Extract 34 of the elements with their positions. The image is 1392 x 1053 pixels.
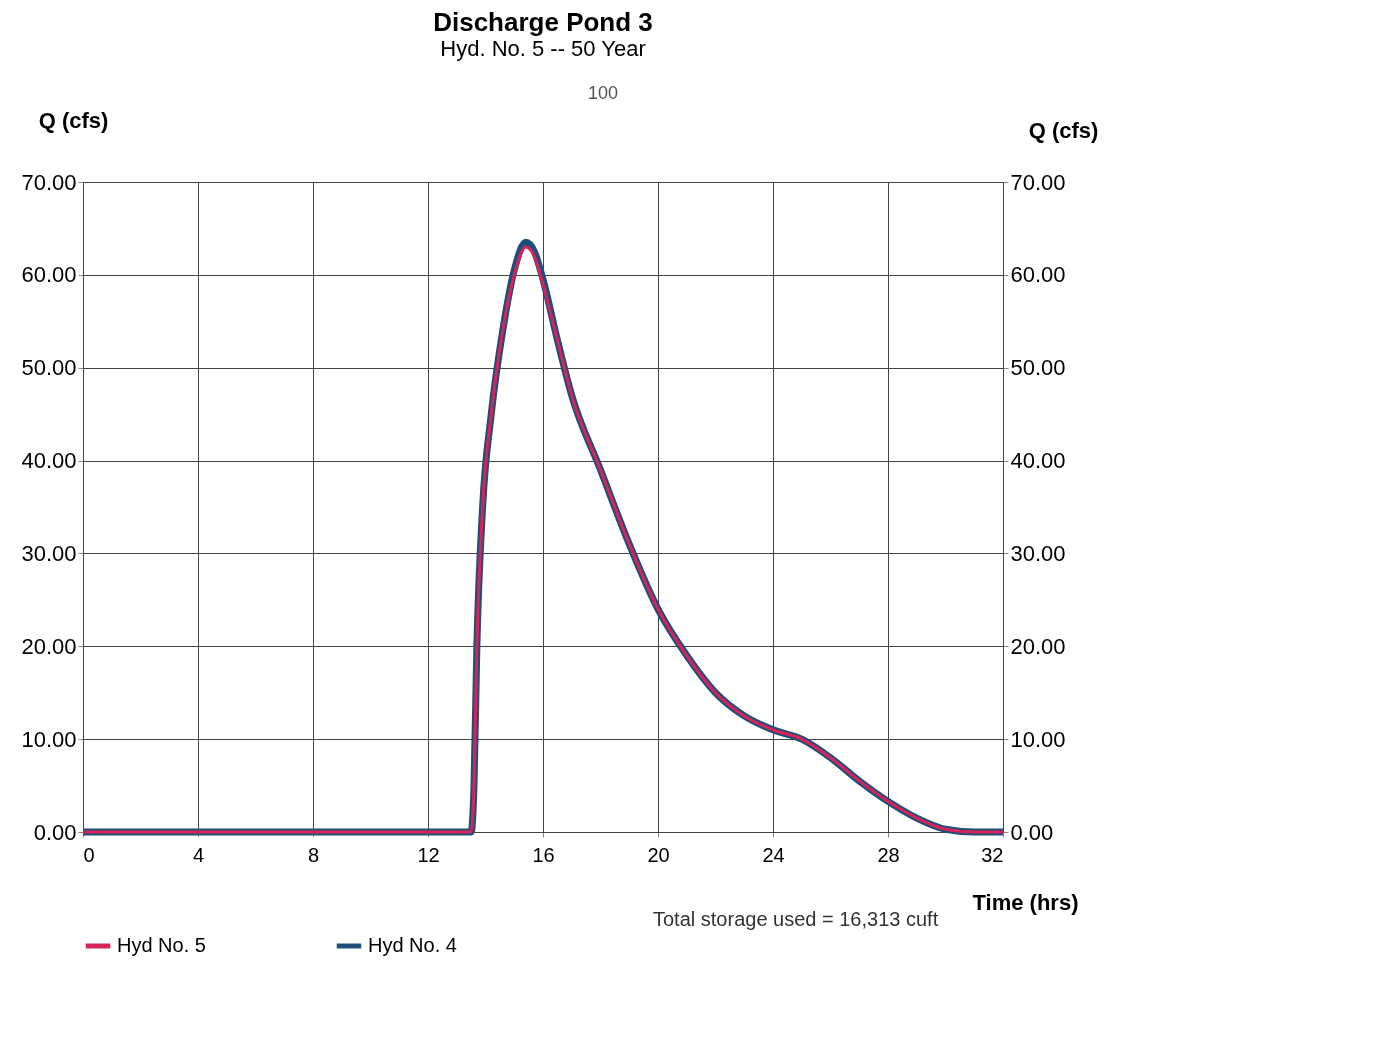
x-axis-title: Time (hrs) [972,889,1079,915]
x-tick-label: 12 [417,843,440,866]
y-tick-label: 50.00 [21,355,77,381]
x-tick-label: 8 [307,843,320,866]
x-tick-label: 0 [83,843,95,866]
y-axis-title: Q (cfs) [38,107,109,133]
y2-tick-label: 50.00 [1010,355,1066,381]
y2-tick-label: 60.00 [1010,262,1066,288]
y2-tick-label: 30.00 [1010,540,1066,566]
x-tick-label: 20 [647,843,670,866]
chart-subtitle: Hyd. No. 5 -- 50 Year [440,36,646,61]
text: 100 [588,83,619,103]
y-tick-label: 60.00 [21,262,77,288]
text: Total storage used = 16,313 cuft [653,908,939,930]
y-tick-label: 20.00 [21,633,77,659]
y2-axis-title: Q (cfs) [1028,117,1099,143]
x-tick-label: 16 [532,843,555,866]
legend-label: Hyd No. 5 [117,934,206,956]
legend-label: Hyd No. 4 [368,934,457,956]
y-tick-label: 30.00 [21,540,77,566]
chart-title: Discharge Pond 3 [433,7,653,37]
y-tick-label: 70.00 [21,169,77,195]
y-tick-label: 40.00 [21,448,77,474]
y-tick-label: 10.00 [21,726,77,752]
y2-tick-label: 0.00 [1010,819,1054,845]
x-tick-label: 24 [762,843,785,866]
y2-tick-label: 20.00 [1010,633,1066,659]
y2-tick-label: 40.00 [1010,448,1066,474]
y2-tick-label: 10.00 [1010,726,1066,752]
y2-tick-label: 70.00 [1010,169,1066,195]
x-tick-label: 28 [877,843,900,866]
y-tick-label: 0.00 [33,819,77,845]
x-tick-label: 32 [981,843,1004,866]
x-tick-label: 4 [192,843,205,866]
